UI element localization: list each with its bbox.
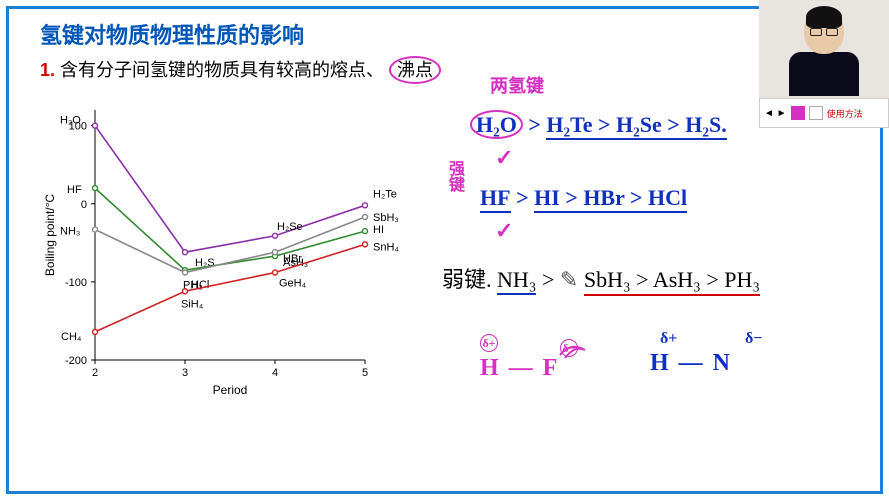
- page-title: 氢键对物质物理性质的影响: [40, 18, 304, 50]
- svg-text:H₂O: H₂O: [60, 115, 81, 127]
- line2-rest: HI > HBr > HCl: [534, 185, 687, 213]
- lone-pair-f: [555, 340, 605, 365]
- svg-text:H₂Se: H₂Se: [277, 221, 303, 233]
- line2: HF > HI > HBr > HCl: [480, 185, 687, 213]
- subtitle: 1. 含有分子间氢键的物质具有较高的熔点、 沸点: [40, 56, 441, 84]
- swatch-white[interactable]: [809, 106, 823, 120]
- color-toolbar[interactable]: ◄ ► 使用方法: [759, 98, 889, 128]
- pencil-icon: ✎: [560, 267, 578, 292]
- gt2: >: [516, 185, 529, 210]
- gt3: >: [542, 267, 554, 292]
- annot-hbond: 两氢键: [490, 72, 544, 98]
- svg-text:0: 0: [81, 199, 87, 211]
- line2-hf: HF: [480, 185, 511, 213]
- svg-text:5: 5: [362, 367, 368, 379]
- svg-text:2: 2: [92, 367, 98, 379]
- svg-text:Period: Period: [213, 383, 248, 397]
- line3-rest: SbH₃ > AsH₃ > PH₃: [584, 267, 760, 296]
- toolbar-label[interactable]: 使用方法: [827, 107, 863, 120]
- svg-text:-100: -100: [65, 277, 87, 289]
- toolbar-arrows[interactable]: ◄ ►: [764, 108, 787, 119]
- line1-h2o: H₂O: [470, 110, 523, 139]
- annot-weak: 弱键.: [442, 267, 492, 292]
- presenter: [789, 8, 859, 98]
- svg-text:HI: HI: [373, 224, 384, 236]
- svg-text:GeH₄: GeH₄: [279, 278, 307, 290]
- svg-text:3: 3: [182, 367, 188, 379]
- swatch-pink[interactable]: [791, 106, 805, 120]
- svg-text:-200: -200: [65, 355, 87, 367]
- bottom-hf: H — F: [480, 355, 559, 382]
- svg-text:CH₄: CH₄: [61, 331, 82, 343]
- subtitle-circled: 沸点: [389, 56, 441, 84]
- subtitle-number: 1.: [40, 60, 55, 80]
- chart-svg: -200-10001002345PeriodBoiling point/°CH₂…: [40, 100, 420, 400]
- subtitle-text: 含有分子间氢键的物质具有较高的熔点、: [60, 60, 384, 80]
- svg-text:4: 4: [272, 367, 278, 379]
- line1-rest: H₂Te > H₂Se > H₂S.: [546, 112, 726, 140]
- check1: ✓: [495, 145, 513, 171]
- line1: H₂O > H₂Te > H₂Se > H₂S.: [470, 112, 727, 140]
- svg-text:NH₃: NH₃: [60, 226, 80, 238]
- svg-text:HF: HF: [67, 184, 82, 196]
- svg-text:SbH₃: SbH₃: [373, 212, 399, 224]
- svg-text:H₂Te: H₂Te: [373, 188, 397, 200]
- delta-plus-1: δ+: [480, 330, 498, 353]
- delta-plus-2: δ+: [660, 330, 677, 348]
- svg-text:Boiling point/°C: Boiling point/°C: [43, 194, 57, 277]
- webcam-feed: [759, 0, 889, 98]
- annot-strong1: 强键: [442, 160, 466, 192]
- line3: 弱键. NH₃ > ✎ SbH₃ > AsH₃ > PH₃: [442, 262, 760, 296]
- gt1: >: [528, 112, 541, 137]
- svg-text:SiH₄: SiH₄: [181, 298, 204, 310]
- check2: ✓: [495, 218, 513, 244]
- svg-text:SnH₄: SnH₄: [373, 241, 399, 253]
- delta-minus-2: δ−: [745, 330, 762, 348]
- line3-nh3: NH₃: [497, 267, 536, 295]
- boiling-point-chart: -200-10001002345PeriodBoiling point/°CH₂…: [40, 100, 420, 400]
- bottom-hn: H — N: [650, 350, 732, 377]
